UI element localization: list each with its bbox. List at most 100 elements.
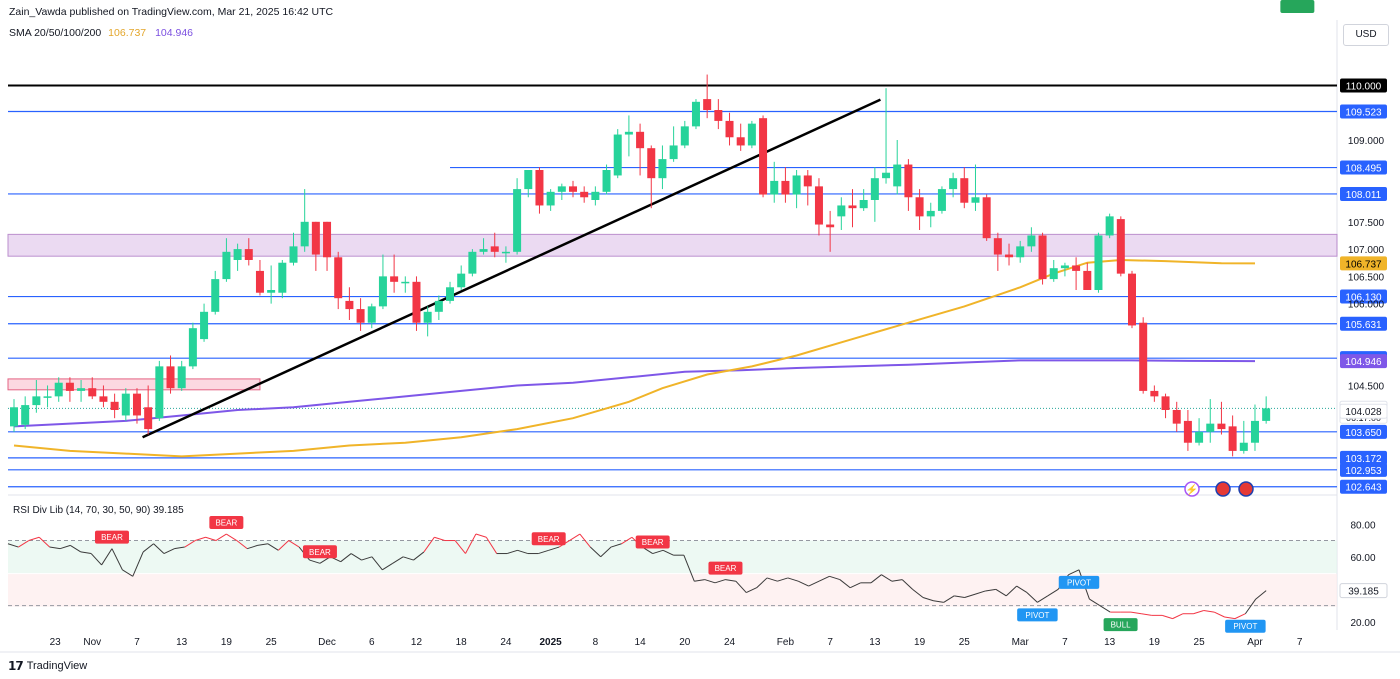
currency-button[interactable]: USD xyxy=(1343,24,1389,46)
rsi-marker-pivot[interactable]: PIVOT xyxy=(1058,575,1100,589)
candle xyxy=(446,281,455,304)
rsi-line-segment xyxy=(288,540,300,548)
rsi-line-segment xyxy=(1234,613,1246,620)
rsi-line-segment xyxy=(195,536,206,542)
rsi-marker-pivot[interactable]: PIVOT xyxy=(1225,619,1266,633)
tradingview-brand[interactable]: 𝟭𝟳 TradingView xyxy=(8,659,87,673)
rsi-marker-bear[interactable]: BEAR xyxy=(209,516,244,530)
rsi-line-segment xyxy=(735,580,747,593)
candle xyxy=(624,115,633,157)
candle xyxy=(222,238,231,282)
rsi-line-segment xyxy=(111,548,123,571)
rsi-line-segment xyxy=(205,536,217,542)
rsi-line-segment xyxy=(558,540,570,548)
candle-body xyxy=(759,118,768,195)
candle xyxy=(255,260,264,296)
us-flag-event-icon[interactable] xyxy=(1215,481,1231,497)
rsi-line-segment xyxy=(132,551,144,577)
candle xyxy=(54,377,63,402)
price-label-bg xyxy=(1340,424,1387,439)
rsi-line-segment xyxy=(1005,585,1017,597)
candle-body xyxy=(848,205,857,209)
rsi-line-segment xyxy=(714,579,726,584)
rsi-line-segment xyxy=(257,543,269,546)
candle xyxy=(814,178,823,236)
candle-body xyxy=(1172,410,1181,424)
candle-body xyxy=(770,180,779,195)
candle-body xyxy=(144,407,153,430)
rsi-line-segment xyxy=(1193,610,1204,615)
candle-body xyxy=(423,311,432,323)
price-label-text: 103.172 xyxy=(1345,454,1382,465)
candle-body xyxy=(1094,235,1103,290)
price-label-bg xyxy=(1340,160,1387,175)
us-flag-event-icon[interactable] xyxy=(1238,481,1254,497)
rsi-marker-bull[interactable]: BULL xyxy=(1103,618,1138,632)
marker-bg xyxy=(302,545,337,559)
rsi-line-segment xyxy=(1172,613,1184,620)
candle-body xyxy=(971,197,980,203)
candle xyxy=(557,183,566,200)
candle-body xyxy=(814,186,823,225)
price-label-text: 105.000 xyxy=(1345,354,1382,365)
rsi-marker-bear[interactable]: BEAR xyxy=(302,545,337,559)
candle xyxy=(870,167,879,222)
candle xyxy=(893,140,902,195)
candle-body xyxy=(490,246,499,252)
candle xyxy=(848,189,857,228)
x-tick-label: Nov xyxy=(83,637,101,648)
candle-body xyxy=(1250,420,1259,443)
rsi-marker-bear[interactable]: BEAR xyxy=(531,532,566,546)
x-tick-label: 7 xyxy=(827,637,833,648)
candle xyxy=(1016,240,1025,263)
rsi-marker-bear[interactable]: BEAR xyxy=(635,535,670,549)
rsi-line-segment xyxy=(1068,569,1080,576)
sma-legend[interactable]: SMA 20/50/100/200 106.737 104.946 xyxy=(9,27,193,39)
candle xyxy=(468,249,477,277)
rsi-line-segment xyxy=(808,580,820,587)
candle-body xyxy=(691,101,700,127)
candle-body xyxy=(1239,442,1248,451)
rsi-line-segment xyxy=(600,546,612,558)
marker-text: PIVOT xyxy=(1067,578,1091,587)
candle-body xyxy=(211,279,220,312)
candle-body xyxy=(870,178,879,200)
rsi-line-segment xyxy=(621,536,633,545)
rsi-marker-bull[interactable]: BULL xyxy=(1280,0,1315,13)
marker-text: BULL xyxy=(1287,0,1308,2)
rsi-marker-pivot[interactable]: PIVOT xyxy=(1017,608,1058,622)
candle-body xyxy=(982,197,991,239)
candle xyxy=(725,112,734,146)
candle xyxy=(311,221,320,271)
marker-bg xyxy=(1280,0,1315,13)
candle xyxy=(200,303,209,342)
price-label-108.011: 108.011 xyxy=(1340,186,1387,201)
rsi-line-segment xyxy=(974,590,986,595)
candle-body xyxy=(915,197,924,217)
candle-body xyxy=(624,131,633,135)
candle-body xyxy=(1150,390,1159,397)
candle xyxy=(434,295,443,320)
candle xyxy=(121,388,130,421)
candle-body xyxy=(1060,265,1069,269)
event-bolt-icon[interactable] xyxy=(1184,481,1200,497)
rsi-line-segment xyxy=(163,548,175,554)
x-tick-label: Apr xyxy=(1247,637,1263,648)
x-tick-label: 13 xyxy=(1104,637,1116,648)
rsi-line-segment xyxy=(725,579,736,582)
x-tick-label: 7 xyxy=(1297,637,1303,648)
rsi-line-segment xyxy=(881,574,893,582)
candle-body xyxy=(457,273,466,288)
purple-supply-zone xyxy=(7,233,1338,257)
candle xyxy=(77,380,86,402)
rsi-marker-bear[interactable]: BEAR xyxy=(94,530,129,544)
rsi-legend[interactable]: RSI Div Lib (14, 70, 30, 50, 90) 39.185 xyxy=(13,505,184,516)
rsi-marker-bear[interactable]: BEAR xyxy=(708,561,743,575)
x-tick-label: 8 xyxy=(593,637,599,648)
rsi-line-segment xyxy=(1037,595,1049,603)
rsi-line-segment xyxy=(413,551,425,561)
candle-body xyxy=(110,401,119,410)
sma-200-line xyxy=(13,359,1256,428)
rsi-line-segment xyxy=(309,559,321,564)
